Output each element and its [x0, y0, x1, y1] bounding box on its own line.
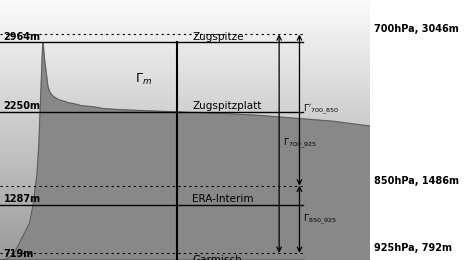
Text: Zugspitze: Zugspitze — [192, 31, 244, 42]
Text: ERA-Interim: ERA-Interim — [192, 194, 254, 204]
Text: 700hPa, 3046m: 700hPa, 3046m — [374, 24, 459, 34]
Text: 925hPa, 792m: 925hPa, 792m — [374, 243, 453, 253]
Text: $\Gamma_{700\_925}$: $\Gamma_{700\_925}$ — [283, 136, 317, 151]
Text: 850hPa, 1486m: 850hPa, 1486m — [374, 176, 459, 186]
Text: Zugspitzplatt: Zugspitzplatt — [192, 101, 262, 111]
Text: Garmisch: Garmisch — [192, 255, 242, 260]
Text: 719m: 719m — [4, 249, 34, 259]
Text: $\Gamma_{850\_925}$: $\Gamma_{850\_925}$ — [303, 212, 337, 226]
Text: 2250m: 2250m — [4, 101, 41, 111]
Text: $\Gamma'_{700\_850}$: $\Gamma'_{700\_850}$ — [303, 103, 339, 117]
Text: 2964m: 2964m — [4, 31, 41, 42]
Text: 1287m: 1287m — [4, 194, 41, 204]
Text: $\Gamma_m$: $\Gamma_m$ — [135, 72, 152, 87]
Polygon shape — [0, 42, 370, 260]
